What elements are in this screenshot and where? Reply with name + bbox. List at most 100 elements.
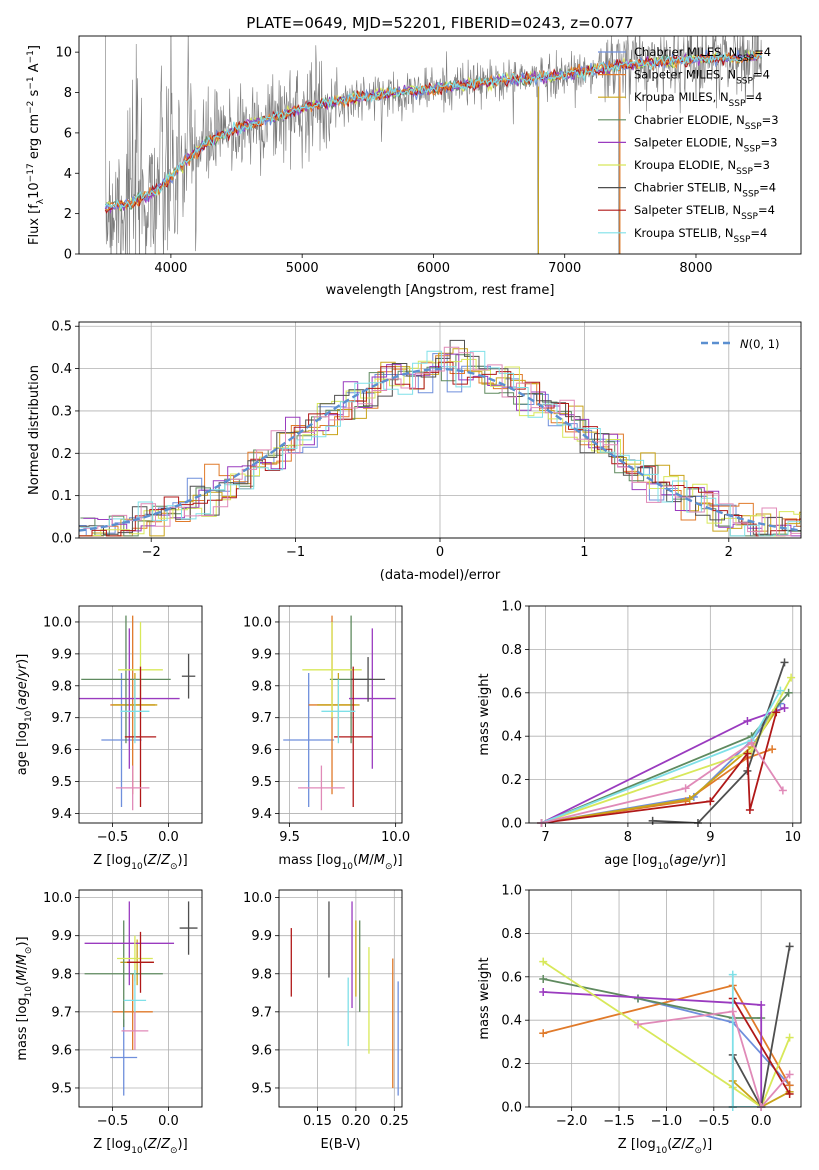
weight-line (732, 998, 791, 1095)
y-tick-label: 0.4 (501, 730, 522, 745)
y-tick-label: 6 (64, 126, 72, 141)
y-axis-label: mass weight (477, 957, 492, 1039)
x-tick-label: 7000 (548, 261, 581, 276)
legend-label: Salpeter STELIB, NSSP=4 (634, 203, 775, 222)
x-tick-label: −0.5 (97, 830, 129, 845)
y-tick-label: 0.4 (51, 362, 72, 377)
histogram-extra_pink (83, 346, 801, 537)
y-tick-label: 0.4 (501, 1014, 522, 1029)
x-tick-label: 9.5 (279, 830, 300, 845)
plot-frame (528, 605, 802, 824)
plot-frame (78, 321, 802, 539)
weight-line (541, 741, 784, 823)
y-tick-label: 4 (64, 167, 72, 182)
y-tick-label: 0.5 (51, 320, 72, 335)
y-tick-label: 9.9 (251, 647, 272, 662)
y-tick-label: 0.0 (51, 532, 72, 547)
x-axis-label: Z [log10(Z/Z⊙)] (93, 1137, 187, 1156)
y-tick-label: 9.6 (251, 1043, 272, 1058)
x-axis-label: E(B-V) (320, 1137, 360, 1152)
y-tick-label: 9.7 (51, 711, 72, 726)
y-tick-label: 10.0 (43, 891, 72, 906)
y-tick-label: 9.5 (51, 1081, 72, 1096)
y-axis-label: mass weight (477, 673, 492, 755)
x-tick-label: 8 (624, 830, 632, 845)
y-tick-label: 10.0 (243, 891, 272, 906)
y-tick-label: 9.5 (51, 775, 72, 790)
y-tick-label: 9.8 (51, 679, 72, 694)
x-tick-label: −2 (142, 545, 161, 560)
y-tick-label: 10.0 (243, 615, 272, 630)
x-tick-label: 6000 (417, 261, 450, 276)
y-tick-label: 9.7 (251, 711, 272, 726)
panel-spectrum: 4000 5000 6000 7000 8000 0 2 4 6 8 10 Chabrier MILE… (26, 35, 802, 298)
x-tick-label: 4000 (154, 261, 187, 276)
y-tick-label: 9.4 (51, 807, 72, 822)
histogram-salpeter-miles (79, 355, 801, 537)
x-tick-label: 0.25 (380, 1114, 409, 1129)
x-tick-label: 2 (725, 545, 733, 560)
y-tick-label: 9.9 (51, 647, 72, 662)
observed-spectrum (105, 36, 762, 254)
legend-label: Salpeter MILES, NSSP=4 (634, 68, 770, 87)
plot-frame (528, 889, 802, 1108)
plot-frame (278, 605, 403, 824)
y-tick-label: 0.6 (501, 970, 522, 985)
x-tick-label: 9 (706, 830, 714, 845)
y-tick-label: 0.2 (501, 773, 522, 788)
x-tick-label: −0.5 (698, 1114, 730, 1129)
panel-mass_vs_Z: −0.5 0.0 9.5 9.6 9.7 9.8 9.9 10.0 Z [log10(Z/Z⊙)… (15, 889, 203, 1156)
y-tick-label: 0.8 (501, 643, 522, 658)
legend-label: Kroupa STELIB, NSSP=4 (634, 226, 767, 245)
x-tick-label: 10.0 (381, 830, 410, 845)
plot-frame (78, 35, 802, 255)
plot-frame (78, 605, 203, 824)
x-tick-label: 0.0 (751, 1114, 772, 1129)
x-tick-label: −1.5 (603, 1114, 635, 1129)
legend-label: Kroupa MILES, NSSP=4 (634, 90, 762, 109)
weight-line (652, 662, 786, 823)
y-tick-label: 9.8 (51, 967, 72, 982)
plot-frame (278, 889, 403, 1108)
histogram-salpeter-stelib (79, 361, 801, 537)
y-tick-label: 9.7 (51, 1005, 72, 1020)
y-tick-label: 9.7 (251, 1005, 272, 1020)
legend-label: Chabrier STELIB, NSSP=4 (634, 181, 776, 200)
x-axis-label: Z [log10(Z/Z⊙)] (618, 1137, 712, 1156)
y-tick-label: 0.2 (501, 1057, 522, 1072)
y-tick-label: 1.0 (501, 600, 522, 615)
legend-label: N(0, 1) (740, 337, 780, 351)
y-axis-label: Normed distribution (27, 365, 42, 495)
weight-line (731, 974, 762, 1107)
panel-age_vs_Z: −0.5 0.0 9.4 9.5 9.6 9.7 9.8 9.9 10.0 Z [log10(Z/… (15, 605, 203, 872)
y-tick-label: 0.8 (501, 927, 522, 942)
y-tick-label: 10.0 (43, 615, 72, 630)
y-tick-label: 9.9 (51, 929, 72, 944)
model-salpeter-miles (105, 51, 762, 211)
x-tick-label: 7 (541, 830, 549, 845)
x-tick-label: −2.0 (556, 1114, 588, 1129)
y-tick-label: 8 (64, 86, 72, 101)
x-tick-label: 0.0 (158, 830, 179, 845)
y-tick-label: 1.0 (501, 884, 522, 899)
y-tick-label: 9.5 (251, 1081, 272, 1096)
x-tick-label: −1.0 (651, 1114, 683, 1129)
y-tick-label: 9.6 (251, 743, 272, 758)
x-tick-label: 0.0 (158, 1114, 179, 1129)
x-tick-label: 0.20 (341, 1114, 370, 1129)
y-tick-label: 0.2 (51, 447, 72, 462)
x-axis-label: age [log10(age/yr)] (604, 853, 726, 872)
legend-label: Chabrier MILES, NSSP=4 (634, 45, 771, 64)
y-tick-label: 10 (55, 46, 72, 61)
y-tick-label: 0 (64, 248, 72, 263)
legend-label: Salpeter ELODIE, NSSP=3 (634, 135, 777, 154)
x-tick-label: −0.5 (97, 1114, 129, 1129)
weight-line (543, 991, 763, 1107)
y-tick-label: 9.6 (51, 1043, 72, 1058)
y-tick-label: 9.6 (51, 743, 72, 758)
normal-curve (78, 367, 802, 532)
x-tick-label: 1 (580, 545, 588, 560)
panel-residuals: −2 −1 0 1 2 0.0 0.1 0.2 0.3 0.4 0.5 N(0, 1) (data-mo… (27, 320, 802, 583)
y-axis-label: age [log10(age/yr)] (15, 654, 34, 776)
